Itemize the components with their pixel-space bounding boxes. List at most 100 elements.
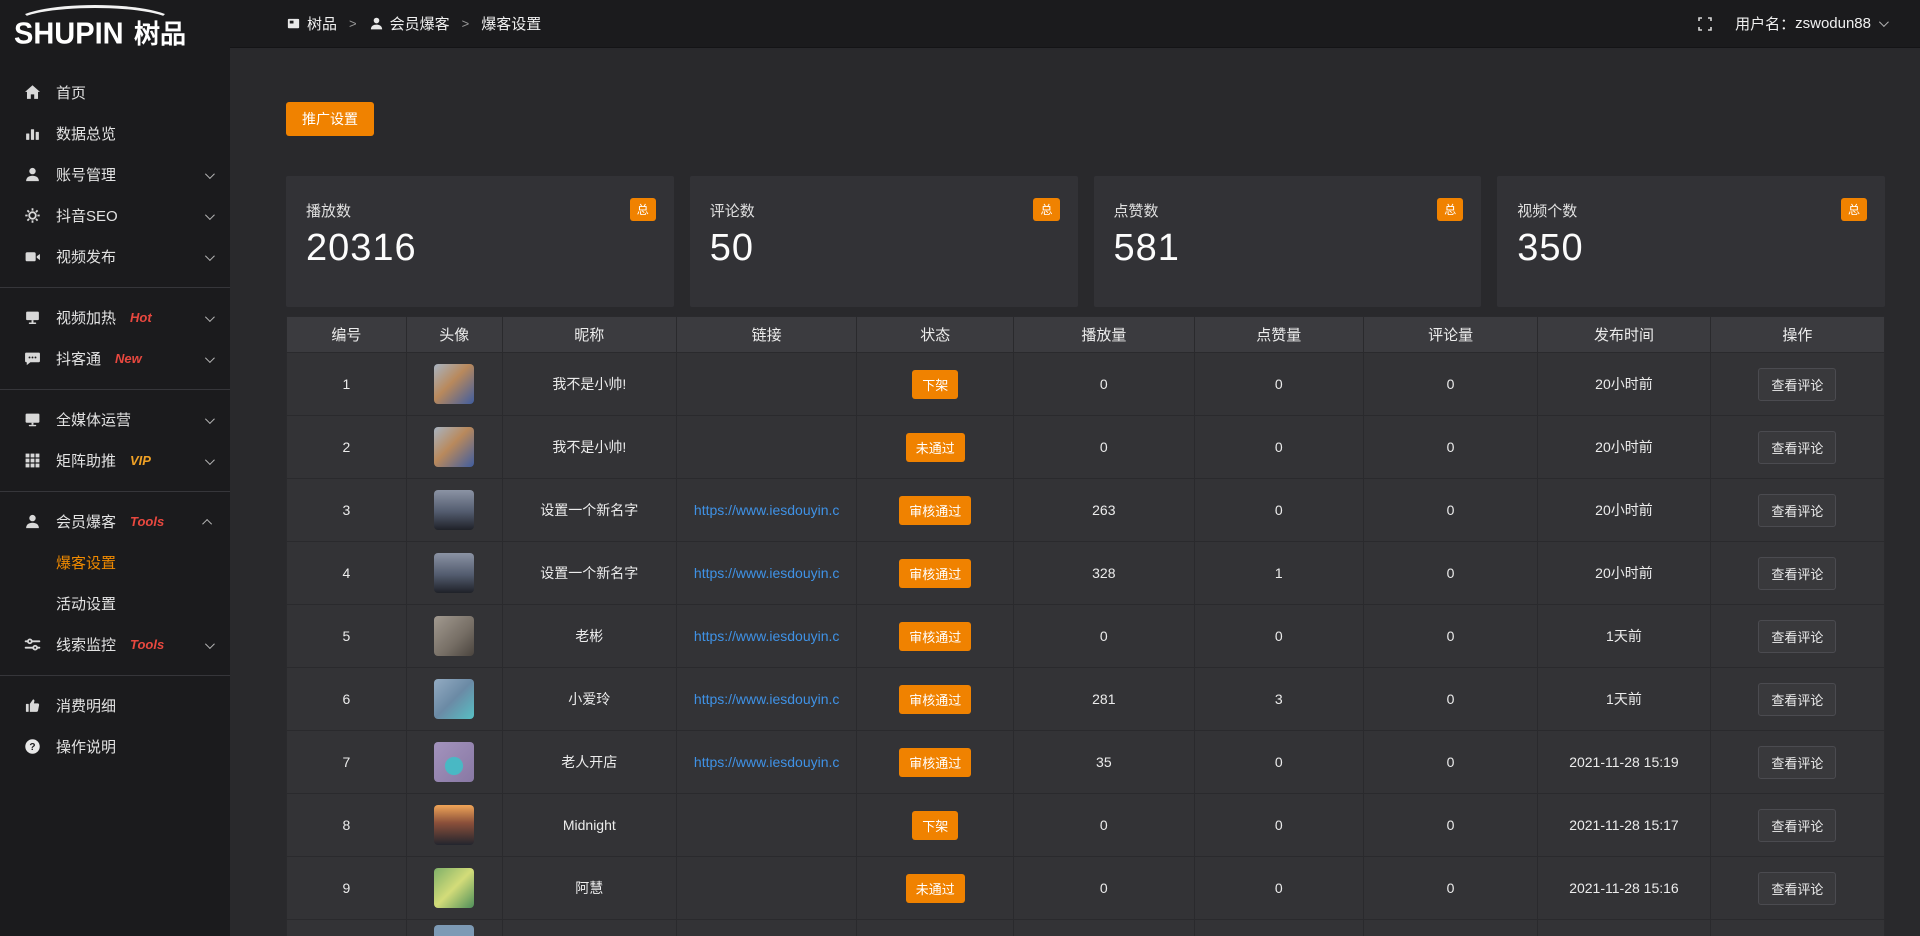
breadcrumb-item-爆客设置[interactable]: 爆客设置: [481, 13, 541, 34]
cell-number: 9: [286, 856, 407, 920]
column-header-操作: 操作: [1709, 316, 1886, 353]
tv-icon: [24, 309, 41, 326]
view-comments-button[interactable]: 查看评论: [1758, 808, 1837, 842]
chevron-down-icon: [204, 207, 215, 224]
column-header-点赞量: 点赞量: [1193, 316, 1364, 353]
sidebar-subitem-爆客设置[interactable]: 爆客设置: [0, 542, 230, 583]
cell-plays: 0: [1013, 415, 1195, 479]
chevron-down-icon: [204, 166, 215, 183]
status-badge[interactable]: 审核通过: [899, 747, 972, 777]
sidebar-item-tag: New: [115, 351, 142, 366]
view-comments-button[interactable]: 查看评论: [1758, 556, 1837, 590]
cell-likes: 0: [1193, 856, 1364, 920]
sidebar-item-抖客通[interactable]: 抖客通 New: [0, 338, 230, 379]
breadcrumb-item-树品[interactable]: 树品: [286, 13, 337, 34]
view-comments-button[interactable]: 查看评论: [1758, 682, 1837, 716]
home-icon: [24, 84, 41, 101]
sidebar-subitem-活动设置[interactable]: 活动设置: [0, 583, 230, 624]
sidebar-item-label: 消费明细: [56, 698, 117, 715]
sidebar-item-全媒体运营[interactable]: 全媒体运营: [0, 399, 230, 440]
sidebar-item-首页[interactable]: 首页: [0, 72, 230, 113]
sidebar-item-账号管理[interactable]: 账号管理: [0, 154, 230, 195]
view-comments-button[interactable]: 查看评论: [1758, 871, 1837, 905]
nickname-text: 老彬: [575, 628, 604, 644]
status-badge[interactable]: 未通过: [905, 432, 965, 462]
cell-number: 2: [286, 415, 407, 479]
sidebar-item-操作说明[interactable]: ? 操作说明: [0, 726, 230, 767]
avatar: [434, 490, 475, 530]
status-badge[interactable]: 审核通过: [899, 558, 972, 588]
page-content: 推广设置 播放数 20316 总评论数 50 总点赞数 581 总视频个数 350 总 编号 头像…: [230, 48, 1920, 936]
sidebar-item-会员爆客[interactable]: 会员爆客 Tools: [0, 501, 230, 542]
view-comments-button[interactable]: 查看评论: [1758, 745, 1837, 779]
column-header-头像: 头像: [405, 316, 503, 353]
status-badge[interactable]: 下架: [912, 810, 959, 840]
sidebar-item-tag: Hot: [130, 310, 152, 325]
sidebar-item-矩阵助推[interactable]: 矩阵助推 VIP: [0, 440, 230, 481]
video-link[interactable]: https://www.iesdouyin.c: [693, 628, 840, 644]
cell-avatar: [405, 793, 503, 857]
svg-text:?: ?: [29, 742, 35, 753]
main-area: 树品 > 会员爆客 > 爆客设置 用户名： zswodun88 推广设置 播放数 2031…: [230, 0, 1920, 936]
status-badge[interactable]: 审核通过: [899, 495, 972, 525]
cell-publish-time: 20小时前: [1537, 352, 1711, 416]
cell-avatar: [405, 415, 503, 479]
column-header-编号: 编号: [286, 316, 407, 353]
status-badge[interactable]: 下架: [912, 369, 959, 399]
promo-settings-button[interactable]: 推广设置: [286, 102, 374, 136]
cell-plays: 328: [1013, 541, 1195, 605]
wallet-icon: [24, 697, 41, 714]
sidebar-item-抖音SEO[interactable]: 抖音SEO: [0, 195, 230, 236]
breadcrumb-item-会员爆客[interactable]: 会员爆客: [369, 13, 450, 34]
stat-card-total-badge: 总: [1437, 198, 1464, 221]
sidebar-item-视频发布[interactable]: 视频发布: [0, 236, 230, 277]
cell-comments: 0: [1362, 541, 1539, 605]
cell-plays: 0: [1013, 352, 1195, 416]
chevron-down-icon: [204, 309, 215, 326]
view-comments-button[interactable]: 查看评论: [1758, 367, 1837, 401]
chevron-down-icon: [204, 452, 215, 469]
view-comments-button[interactable]: 查看评论: [1758, 619, 1837, 653]
sidebar-item-线索监控[interactable]: 线索监控 Tools: [0, 624, 230, 665]
view-comments-button[interactable]: 查看评论: [1758, 430, 1837, 464]
video-link[interactable]: https://www.iesdouyin.c: [693, 691, 840, 707]
videos-table: 编号 头像 昵称 链接 状态 播放量 点赞量 评论量 发布时间 操作 1 我不是小帅! 下架 0 0 0 20…: [286, 316, 1886, 936]
cell-link: https://www.iesdouyin.c: [675, 478, 858, 542]
cell-action: 查看评论: [1709, 667, 1886, 731]
nickname-text: 阿慧: [575, 880, 604, 896]
status-badge[interactable]: 审核通过: [899, 684, 972, 714]
cell-publish-time: 2021-11-28 15:16: [1537, 856, 1711, 920]
video-link[interactable]: https://www.iesdouyin.c: [693, 502, 840, 518]
cell-publish-time: 1天前: [1537, 667, 1711, 731]
cell-link: https://www.iesdouyin.c: [675, 667, 858, 731]
table-row: 8 Midnight 下架 0 0 0 2021-11-28 15:17 查看评论: [286, 793, 1886, 857]
cell-likes: 0: [1193, 793, 1364, 857]
view-comments-button[interactable]: 查看评论: [1758, 493, 1837, 527]
cell-status: 审核通过: [856, 541, 1015, 605]
video-link[interactable]: https://www.iesdouyin.c: [693, 565, 840, 581]
table-row: 4 设置一个新名字 https://www.iesdouyin.c 审核通过 328 1 0…: [286, 541, 1886, 605]
cell-action: 查看评论: [1709, 793, 1886, 857]
cell-action: 查看评论: [1709, 856, 1886, 920]
cell-number: 3: [286, 478, 407, 542]
cell-status: 下架: [856, 793, 1015, 857]
breadcrumb-label: 爆客设置: [481, 16, 542, 33]
table-row: 3 设置一个新名字 https://www.iesdouyin.c 审核通过 263 0 0…: [286, 478, 1886, 542]
cell-nickname: 设置一个新名字: [501, 541, 677, 605]
sidebar-item-label: 视频发布: [56, 249, 117, 266]
cell-status: 审核通过: [856, 604, 1015, 668]
avatar: [434, 805, 475, 845]
user-menu[interactable]: 用户名： zswodun88: [1735, 13, 1889, 34]
cell-avatar: [405, 541, 503, 605]
video-link[interactable]: https://www.iesdouyin.c: [693, 754, 840, 770]
status-badge[interactable]: 审核通过: [899, 621, 972, 651]
sidebar-item-数据总览[interactable]: 数据总览: [0, 113, 230, 154]
status-badge[interactable]: 未通过: [905, 873, 965, 903]
username-value: zswodun88: [1795, 15, 1871, 32]
fullscreen-icon[interactable]: [1697, 16, 1713, 32]
avatar: [434, 679, 475, 719]
sidebar-item-消费明细[interactable]: 消费明细: [0, 685, 230, 726]
sidebar-item-视频加热[interactable]: 视频加热 Hot: [0, 297, 230, 338]
column-header-链接: 链接: [675, 316, 858, 353]
stat-cards: 播放数 20316 总 评论数 50 总 点赞数 581 总 视频个数 350 总: [286, 176, 1885, 307]
